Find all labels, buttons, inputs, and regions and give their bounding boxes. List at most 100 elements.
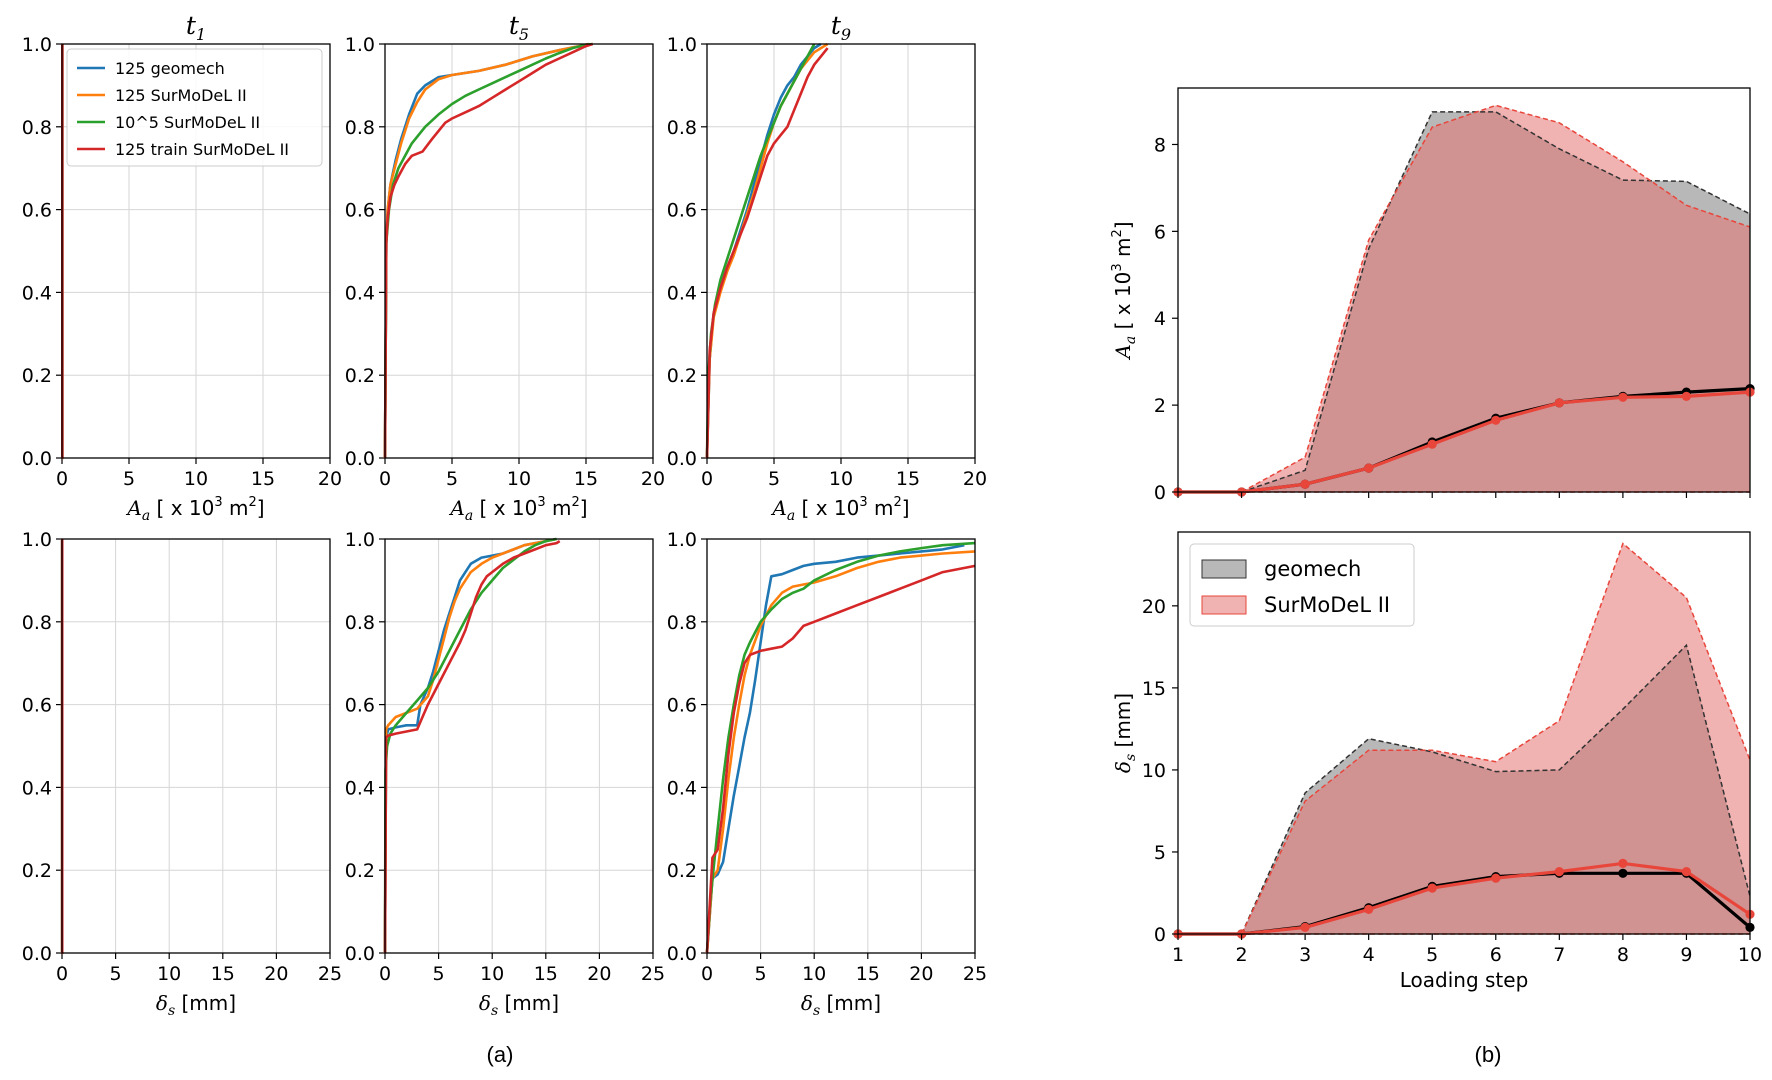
series-line-0 bbox=[705, 42, 822, 459]
mean-marker bbox=[1427, 883, 1437, 893]
y-tick-label: 4 bbox=[1154, 308, 1166, 330]
y-tick-label: 0.4 bbox=[345, 282, 375, 304]
legend: geomech SurMoDeL II bbox=[1189, 543, 1415, 627]
x-tick-label: 6 bbox=[1490, 944, 1502, 966]
x-tick-label: 10 bbox=[1738, 944, 1762, 966]
x-tick-label: 20 bbox=[587, 963, 611, 985]
area-fill-1 bbox=[1178, 543, 1750, 934]
y-tick-label: 15 bbox=[1142, 678, 1166, 700]
y-tick-label: 0.0 bbox=[667, 943, 697, 965]
series-line-2 bbox=[383, 42, 593, 459]
y-tick-label: 0.2 bbox=[22, 860, 52, 882]
x-tick-label: 0 bbox=[701, 468, 713, 490]
series-line-1 bbox=[705, 550, 976, 954]
envelope-line-0 bbox=[1178, 643, 1751, 935]
mean-marker bbox=[1300, 922, 1310, 933]
y-tick-label: 0.8 bbox=[22, 612, 52, 634]
x-tick-label: 10 bbox=[829, 468, 853, 490]
y-tick-label: 0.4 bbox=[22, 777, 52, 799]
mean-marker bbox=[1364, 904, 1374, 915]
x-axis-label: δs [mm] bbox=[156, 991, 236, 1019]
y-tick-label: 10 bbox=[1142, 760, 1166, 782]
x-tick-label: 9 bbox=[1680, 944, 1692, 966]
envelope-line-0 bbox=[1178, 111, 1751, 493]
x-axis-label: δs [mm] bbox=[801, 991, 881, 1019]
mean-marker bbox=[1618, 392, 1628, 402]
series-line-3 bbox=[383, 539, 561, 954]
cdf-t1-slip-panel: 0 5 10 15 20 25 0.0 0.2 0.4 0.6 0.8 1.0 δs [mm] bbox=[22, 529, 342, 1019]
series-line-2 bbox=[705, 541, 976, 954]
x-tick-label: 20 bbox=[264, 963, 288, 985]
axes-frame bbox=[61, 538, 331, 954]
mean-marker bbox=[1300, 479, 1310, 489]
x-axis-label: Aa [ x 103 m2] bbox=[448, 495, 587, 524]
y-tick-label: 1.0 bbox=[22, 529, 52, 551]
x-tick-label: 10 bbox=[480, 963, 504, 985]
axes-frame bbox=[1177, 87, 1751, 493]
x-tick-label: 2 bbox=[1236, 944, 1248, 966]
x-tick-label: 15 bbox=[574, 468, 598, 490]
envelope-line-1 bbox=[1178, 104, 1751, 493]
caption-a: (a) bbox=[487, 1042, 514, 1067]
y-tick-label: 1.0 bbox=[22, 34, 52, 56]
y-tick-label: 0.8 bbox=[667, 117, 697, 139]
y-tick-label: 5 bbox=[1154, 842, 1166, 864]
x-tick-label: 20 bbox=[641, 468, 665, 490]
x-tick-label: 10 bbox=[507, 468, 531, 490]
y-tick-label: 8 bbox=[1154, 134, 1166, 156]
x-tick-label: 1 bbox=[1172, 944, 1184, 966]
x-tick-label: 15 bbox=[856, 963, 880, 985]
x-tick-label: 15 bbox=[251, 468, 275, 490]
x-axis-label: Loading step bbox=[1400, 968, 1529, 992]
x-tick-label: 5 bbox=[768, 468, 780, 490]
y-tick-label: 1.0 bbox=[667, 34, 697, 56]
x-tick-label: 0 bbox=[56, 963, 68, 985]
y-tick-label: 0.6 bbox=[345, 200, 375, 222]
panel-title: t1 bbox=[186, 11, 206, 44]
y-tick-label: 20 bbox=[1142, 596, 1166, 618]
x-tick-label: 15 bbox=[534, 963, 558, 985]
y-axis-label: δs [mm] bbox=[1111, 693, 1139, 773]
series-line-3 bbox=[383, 42, 594, 459]
cdf-t1-area-panel: 0 5 10 15 20 0.0 0.2 0.4 0.6 0.8 1.0 Aa [ x 103 m2]… bbox=[22, 11, 342, 524]
series-line-2 bbox=[705, 43, 816, 459]
x-tick-label: 20 bbox=[909, 963, 933, 985]
mean-marker bbox=[1427, 439, 1437, 449]
mean-marker bbox=[1554, 398, 1564, 408]
y-tick-label: 0.6 bbox=[667, 200, 697, 222]
cdf-t5-slip-panel: 0 5 10 15 20 25 0.0 0.2 0.4 0.6 0.8 1.0 δs [mm] bbox=[345, 529, 665, 1019]
y-tick-label: 0.8 bbox=[22, 117, 52, 139]
x-tick-label: 0 bbox=[56, 468, 68, 490]
x-tick-label: 5 bbox=[433, 963, 445, 985]
axes-frame bbox=[384, 43, 654, 459]
caption-b: (b) bbox=[1475, 1042, 1502, 1067]
y-tick-label: 2 bbox=[1154, 395, 1166, 417]
y-tick-label: 1.0 bbox=[345, 34, 375, 56]
series-line-1 bbox=[383, 42, 589, 459]
area-vs-step-panel: 0 2 4 6 8 Aa [ x 103 m2] bbox=[1110, 87, 1755, 504]
x-tick-label: 10 bbox=[184, 468, 208, 490]
x-tick-label: 10 bbox=[157, 963, 181, 985]
envelope-line-1 bbox=[1178, 542, 1751, 935]
x-tick-label: 15 bbox=[896, 468, 920, 490]
mean-marker bbox=[1554, 867, 1564, 877]
y-tick-label: 0.2 bbox=[667, 365, 697, 387]
area-fill-1 bbox=[1178, 105, 1750, 493]
series-line-0 bbox=[383, 537, 557, 954]
x-tick-label: 25 bbox=[318, 963, 342, 985]
x-tick-label: 5 bbox=[446, 468, 458, 490]
y-tick-label: 0.6 bbox=[22, 695, 52, 717]
y-tick-label: 0.4 bbox=[345, 777, 375, 799]
x-tick-label: 20 bbox=[963, 468, 987, 490]
series-line-3 bbox=[705, 564, 976, 954]
y-tick-label: 0.6 bbox=[22, 200, 52, 222]
legend-box bbox=[66, 48, 323, 167]
mean-marker bbox=[1618, 868, 1628, 878]
y-tick-label: 0.8 bbox=[345, 117, 375, 139]
x-tick-label: 7 bbox=[1553, 944, 1565, 966]
y-tick-label: 1.0 bbox=[345, 529, 375, 551]
y-tick-label: 0.4 bbox=[22, 282, 52, 304]
x-tick-label: 0 bbox=[701, 963, 713, 985]
